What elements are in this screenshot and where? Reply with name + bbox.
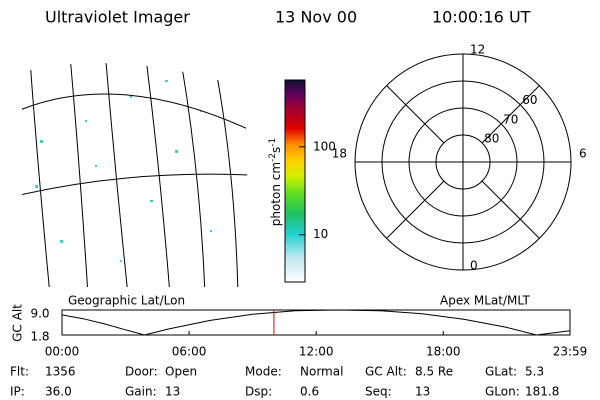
info-value: 5.3 <box>525 365 544 379</box>
info-value: 0.6 <box>300 385 319 399</box>
x-tick-label: 00:00 <box>45 345 80 359</box>
info-value: 36.0 <box>45 385 72 399</box>
unit: s <box>269 147 283 153</box>
polar-caption: Apex MLat/MLT <box>440 294 530 308</box>
info-label: Seq: <box>365 385 392 399</box>
colorbar-label: photon cm-2s-1 <box>268 138 283 227</box>
info-label: Dsp: <box>245 385 272 399</box>
info-panel: Flt: 1356 Door: Open Mode: Normal GC Alt: 8.5 R… <box>10 365 559 399</box>
info-label: GLat: <box>485 365 517 379</box>
info-label: Gain: <box>125 385 157 399</box>
info-value: 1356 <box>45 365 76 379</box>
info-value: 13 <box>165 385 180 399</box>
y-tick-label: 9.0 <box>30 307 49 321</box>
y-tick-label: 1.8 <box>30 330 49 344</box>
info-label: GC Alt: <box>365 365 407 379</box>
unit: photon cm <box>269 162 283 226</box>
info-label: GLon: <box>485 385 520 399</box>
spoke <box>386 85 445 144</box>
x-tick-label: 06:00 <box>172 345 207 359</box>
mlt-label: 12 <box>470 43 485 57</box>
exponent: -2 <box>268 153 278 162</box>
x-tick-label: 18:00 <box>426 345 461 359</box>
info-value: 13 <box>415 385 430 399</box>
info-label: IP: <box>10 385 25 399</box>
spoke <box>386 180 445 239</box>
colorbar <box>284 79 306 283</box>
title: Ultraviolet Imager <box>45 8 190 27</box>
info-label: Flt: <box>10 365 29 379</box>
altitude-label: GC Alt <box>11 304 25 342</box>
info-value: 8.5 Re <box>415 365 453 379</box>
date: 13 Nov 00 <box>275 8 357 27</box>
info-value: Normal <box>300 365 343 379</box>
mlt-label: 0 <box>470 259 478 273</box>
colorbar-tick-label: 10 <box>313 227 328 241</box>
lat-label: 60 <box>522 93 537 107</box>
time: 10:00:16 UT <box>432 8 531 27</box>
spoke <box>481 180 540 239</box>
lat-label: 70 <box>503 112 518 126</box>
info-value: Open <box>165 365 197 379</box>
colorbar-tick-label: 100 <box>313 139 336 153</box>
info-label: Mode: <box>245 365 282 379</box>
exponent: -1 <box>268 138 278 147</box>
info-label: Door: <box>125 365 158 379</box>
info-value: 181.8 <box>525 385 559 399</box>
mlt-label: 6 <box>579 147 587 161</box>
mlt-label: 18 <box>332 147 347 161</box>
x-tick-label: 23:59 <box>553 345 588 359</box>
spoke <box>481 85 540 144</box>
lat-label: 80 <box>484 131 499 145</box>
geo-caption: Geographic Lat/Lon <box>68 294 185 308</box>
geo-image <box>22 63 250 287</box>
x-tick-label: 12:00 <box>299 345 334 359</box>
